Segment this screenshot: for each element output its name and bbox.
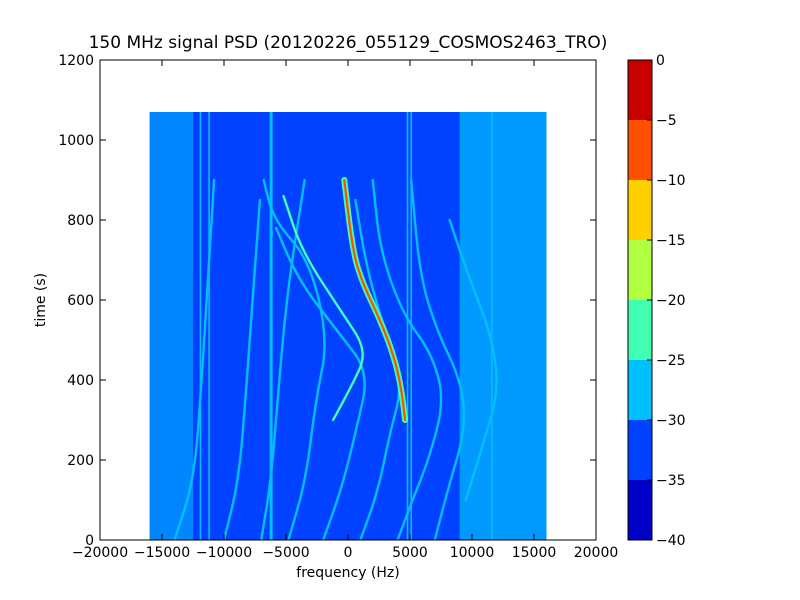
y-tick-label: 1200 xyxy=(58,53,94,69)
y-tick-label: 800 xyxy=(67,213,94,229)
x-tick-label: −10000 xyxy=(196,545,252,561)
y-tick-label: 200 xyxy=(67,453,94,469)
x-axis: −20000 −15000 −10000 −5000 0 5000 10000 15000 20… xyxy=(72,60,618,561)
y-tick-label: 1000 xyxy=(58,133,94,149)
x-tick-label: 5000 xyxy=(392,545,428,561)
heatmap-layer xyxy=(149,112,547,540)
doppler-curve xyxy=(371,178,443,540)
colorbar-segment xyxy=(628,120,652,180)
colorbar-segment xyxy=(628,240,652,300)
colorbar-tick-label: −35 xyxy=(656,473,686,489)
x-tick-label: 0 xyxy=(344,545,353,561)
heatmap-noise-band-left xyxy=(149,112,193,540)
doppler-curve xyxy=(173,178,216,540)
colorbar-tick-label: −5 xyxy=(656,113,677,129)
colorbar-tick-label: −40 xyxy=(656,533,686,549)
x-tick-label: −20000 xyxy=(72,545,128,561)
colorbar-segment xyxy=(628,360,652,420)
doppler-curve xyxy=(343,178,407,422)
doppler-curve xyxy=(260,178,306,540)
doppler-curve xyxy=(410,178,466,540)
x-tick-label: 15000 xyxy=(512,545,557,561)
y-tick-label: 600 xyxy=(67,293,94,309)
y-axis: 0 200 400 600 800 1000 1200 xyxy=(58,53,596,549)
doppler-curve xyxy=(448,218,498,502)
x-tick-label: −5000 xyxy=(262,545,309,561)
doppler-curve xyxy=(274,226,366,540)
doppler-curve xyxy=(262,178,326,540)
y-tick-label: 0 xyxy=(85,533,94,549)
colorbar: −40 −35 −30 −25 −20 −15 −10 −5 0 xyxy=(627,53,686,549)
colorbar-tick-label: −10 xyxy=(656,173,686,189)
colorbar-tick-label: −20 xyxy=(656,293,686,309)
x-tick-label: −15000 xyxy=(134,545,190,561)
colorbar-segment xyxy=(628,300,652,360)
y-axis-label: time (s) xyxy=(33,273,49,327)
doppler-curve xyxy=(282,194,364,422)
colorbar-segment xyxy=(628,60,652,120)
colorbar-tick-label: −15 xyxy=(656,233,686,249)
colorbar-segment xyxy=(628,180,652,240)
colorbar-tick-label: 0 xyxy=(656,53,665,69)
heatmap-noise-band-right xyxy=(459,112,547,540)
colorbar-segment xyxy=(628,420,652,480)
colorbar-tick-label: −25 xyxy=(656,353,686,369)
y-tick-label: 400 xyxy=(67,373,94,389)
x-axis-label: frequency (Hz) xyxy=(296,565,399,581)
colorbar-tick-label: −30 xyxy=(656,413,686,429)
x-tick-label: 20000 xyxy=(574,545,619,561)
doppler-curve xyxy=(222,198,262,540)
plot-area: −20000 −15000 −10000 −5000 0 5000 10000 15000 20… xyxy=(58,53,618,561)
chart-title: 150 MHz signal PSD (20120226_055129_COSM… xyxy=(89,33,608,53)
colorbar-segment xyxy=(628,480,652,540)
x-tick-label: 10000 xyxy=(450,545,495,561)
